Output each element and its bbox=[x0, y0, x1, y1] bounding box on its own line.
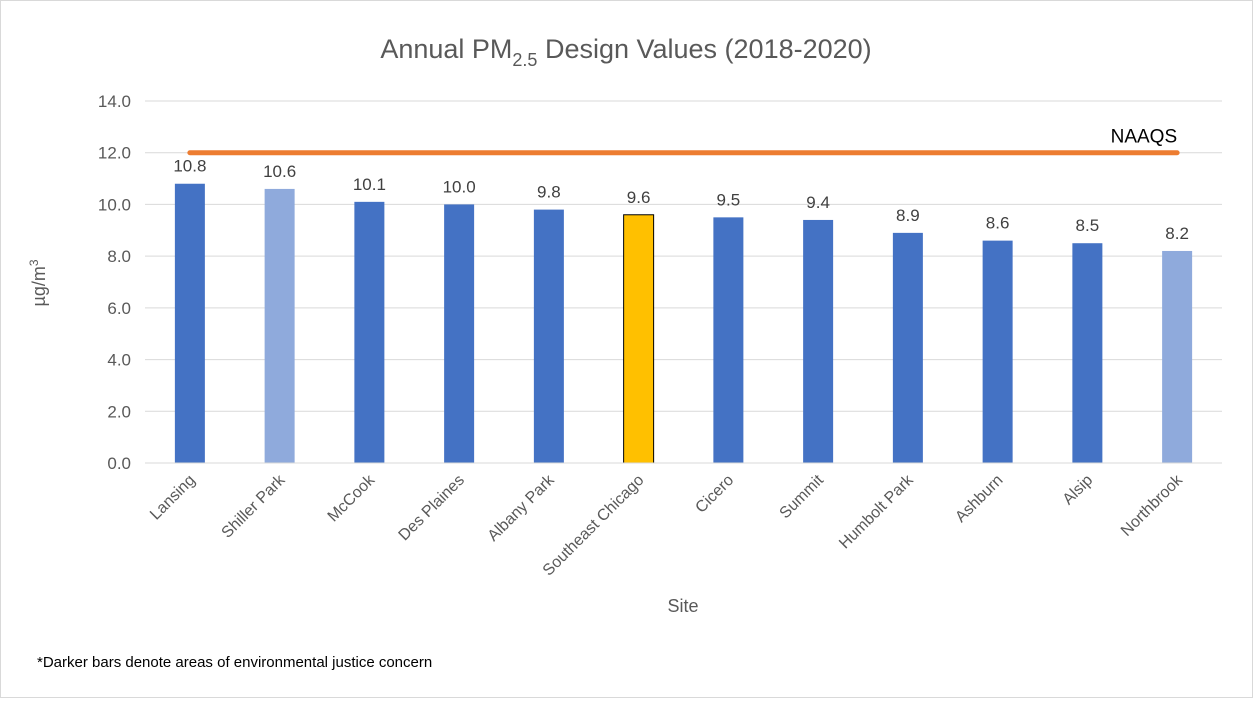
y-label-superscript: 3 bbox=[27, 259, 41, 266]
y-tick-label: 0.0 bbox=[107, 454, 131, 473]
data-label: 10.0 bbox=[443, 177, 476, 196]
bar bbox=[803, 219, 834, 463]
y-tick-label: 12.0 bbox=[98, 144, 131, 163]
bar bbox=[1072, 243, 1103, 463]
bar bbox=[264, 188, 295, 463]
x-axis-label: Site bbox=[667, 596, 698, 616]
y-axis-label: µg/m3 bbox=[27, 259, 49, 306]
title-subscript: 2.5 bbox=[512, 50, 537, 70]
y-label-text: µg/m bbox=[29, 266, 49, 306]
data-label: 10.1 bbox=[353, 175, 386, 194]
reference-line-label: NAAQS bbox=[1111, 127, 1178, 148]
y-tick-label: 6.0 bbox=[107, 299, 131, 318]
y-tick-label: 8.0 bbox=[107, 247, 131, 266]
data-label: 8.2 bbox=[1165, 224, 1189, 243]
footnote: *Darker bars denote areas of environment… bbox=[37, 654, 432, 671]
bar bbox=[533, 209, 564, 463]
bar bbox=[623, 214, 655, 464]
bar bbox=[174, 183, 205, 463]
chart-title: Annual PM2.5 Design Values (2018-2020) bbox=[380, 34, 871, 70]
data-label: 8.5 bbox=[1076, 216, 1100, 235]
y-tick-label: 14.0 bbox=[98, 92, 131, 111]
data-label: 9.8 bbox=[537, 183, 561, 202]
data-label: 9.4 bbox=[806, 193, 830, 212]
data-label: 8.9 bbox=[896, 206, 920, 225]
data-label: 10.6 bbox=[263, 162, 296, 181]
title-rest: Design Values (2018-2020) bbox=[537, 34, 871, 64]
bar bbox=[1162, 250, 1193, 463]
y-tick-label: 2.0 bbox=[107, 402, 131, 421]
bar bbox=[982, 240, 1013, 463]
y-tick-label: 4.0 bbox=[107, 351, 131, 370]
title-text: Annual PM bbox=[380, 34, 512, 64]
bar bbox=[444, 204, 475, 463]
data-label: 9.5 bbox=[717, 190, 741, 209]
data-label: 10.8 bbox=[173, 157, 206, 176]
bar bbox=[354, 201, 385, 464]
data-label: 8.6 bbox=[986, 214, 1010, 233]
bar bbox=[713, 217, 744, 463]
data-label: 9.6 bbox=[627, 188, 651, 207]
y-tick-label: 10.0 bbox=[98, 195, 131, 214]
bar bbox=[892, 232, 923, 463]
